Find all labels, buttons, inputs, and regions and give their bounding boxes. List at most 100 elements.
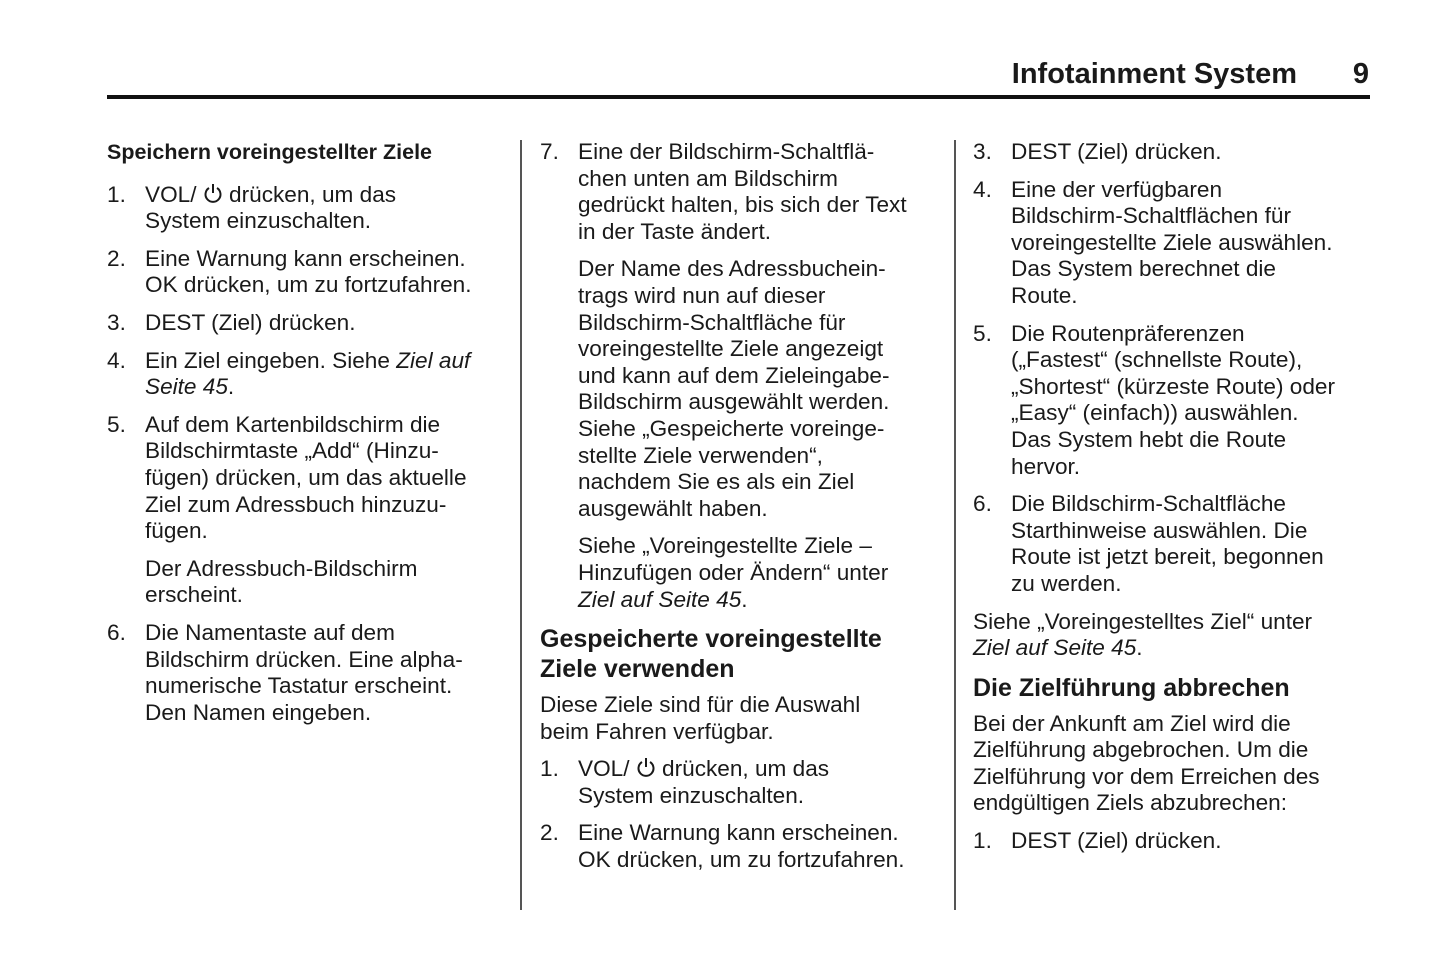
text-line: zu werden.: [1011, 570, 1122, 596]
text-line: Gespeicherte voreingestellte: [540, 625, 882, 654]
list-number: 2.: [540, 820, 559, 846]
text-line: Starthinweise auswählen. Die: [1011, 517, 1308, 543]
list-item: 1. DEST (Ziel) drücken.: [973, 828, 1368, 855]
page-reference: Ziel auf Seite 45: [578, 586, 742, 612]
text-line: VOL/ drücken, um das: [145, 182, 502, 209]
text-line: Die Namentaste auf dem: [145, 619, 395, 645]
text-line: System einzuschalten.: [145, 208, 372, 234]
text-line: OK drücken, um zu fortzufahren.: [145, 272, 472, 298]
text-line: Die Bildschirm-Schaltfläche: [1011, 491, 1286, 517]
text: .: [741, 586, 748, 612]
text-line: Seite 45.: [145, 374, 502, 401]
text-line: Bei der Ankunft am Ziel wird die: [973, 710, 1291, 736]
text-line: System einzuschalten.: [578, 782, 805, 808]
list-item-note: Der Name des Adressbuchein-trags wird nu…: [540, 256, 935, 522]
power-icon: [636, 756, 656, 781]
column-2: 7. Eine der Bildschirm-Schaltflä-chen unt…: [540, 139, 935, 885]
text-line: Der Adressbuch-Bildschirm: [145, 555, 418, 581]
text-line: Bildschirm-Schaltfläche für: [578, 309, 846, 335]
text-line: trags wird nun auf dieser: [578, 282, 826, 308]
text-line: gedrückt halten, bis sich der Text: [578, 192, 907, 218]
list-item: 4. Eine der verfügbaren Bildschirm-Schaltf…: [973, 177, 1368, 310]
text-line: Siehe „Voreingestelltes Ziel“ unter: [973, 608, 1313, 634]
text-line: Eine der Bildschirm-Schaltflä-: [578, 139, 875, 164]
text-line: Die Zielführung abbrechen: [973, 673, 1290, 702]
text-line: Die Routenpräferenzen: [1011, 320, 1245, 346]
text-line: Route ist jetzt bereit, begonnen: [1011, 544, 1324, 570]
column-divider: [520, 140, 522, 910]
page-reference: Ziel auf: [396, 347, 471, 373]
list-number: 5.: [107, 411, 126, 437]
header-rule: [107, 95, 1370, 99]
text-line: Auf dem Kartenbildschirm die: [145, 411, 441, 437]
text-line: Zielführung vor dem Erreichen des: [973, 763, 1320, 789]
list-item-note: Siehe „Voreingestellte Ziele – Hinzufügen…: [540, 533, 935, 613]
list-item: 2. Eine Warnung kann erscheinen. OK drücke…: [540, 820, 935, 873]
list-number: 4.: [107, 347, 126, 373]
page-reference: Seite 45: [145, 374, 228, 400]
text-line: Eine Warnung kann erscheinen.: [145, 245, 466, 271]
list-number: 1.: [107, 181, 126, 207]
list-item: 4. Ein Ziel eingeben. Siehe Ziel auf Seite…: [107, 348, 502, 401]
text-line: Speichern voreingestellter Ziele: [107, 140, 433, 164]
list-item: 6. Die Bildschirm-Schaltfläche Starthinwei…: [973, 491, 1368, 597]
list-number: 5.: [973, 320, 992, 346]
text-line: nachdem Sie es als ein Ziel: [578, 469, 855, 495]
text: drücken, um das: [655, 756, 830, 782]
list-number: 1.: [540, 756, 559, 782]
text-line: „Shortest“ (kürzeste Route) oder: [1011, 373, 1335, 399]
text-line: Das System hebt die Route: [1011, 426, 1287, 452]
paragraph: Diese Ziele sind für die Auswahl beim Fah…: [540, 692, 935, 745]
text-line: DEST (Ziel) drücken.: [145, 309, 356, 335]
list-item: 6. Die Namentaste auf dem Bildschirm drück…: [107, 620, 502, 726]
text-line: und kann auf dem Zieleingabe-: [578, 362, 890, 388]
text-line: voreingestellte Ziele auswählen.: [1011, 229, 1333, 255]
text-line: endgültigen Ziels abzubrechen:: [973, 790, 1288, 816]
text-line: chen unten am Bildschirm: [578, 165, 838, 191]
list-number: 2.: [107, 245, 126, 271]
section-heading: Die Zielführung abbrechen: [973, 673, 1368, 703]
text-line: DEST (Ziel) drücken.: [1011, 828, 1222, 854]
text-line: VOL/ drücken, um das: [578, 756, 935, 783]
text-line: Bildschirm-Schaltflächen für: [1011, 203, 1292, 229]
text-line: Diese Ziele sind für die Auswahl: [540, 692, 861, 718]
text-line: Zielführung abgebrochen. Um die: [973, 737, 1309, 763]
text-line: DEST (Ziel) drücken.: [1011, 139, 1222, 164]
text: .: [227, 374, 235, 400]
text: VOL/: [578, 756, 636, 782]
list-item: 7. Eine der Bildschirm-Schaltflä-chen unt…: [540, 139, 935, 245]
text-line: in der Taste ändert.: [578, 218, 772, 244]
list-item: 3. DEST (Ziel) drücken.: [973, 139, 1368, 166]
paragraph: Bei der Ankunft am Ziel wird die Zielführ…: [973, 711, 1368, 817]
list-item: 5. Auf dem Kartenbildschirm die Bildschirm…: [107, 412, 502, 545]
list-number: 6.: [973, 491, 992, 517]
text-line: Der Name des Adressbuchein-: [578, 256, 886, 282]
list-item: 3. DEST (Ziel) drücken.: [107, 310, 502, 337]
text-line: Eine Warnung kann erscheinen.: [578, 820, 899, 846]
page-number: 9: [1352, 58, 1369, 90]
list-number: 6.: [107, 619, 126, 645]
text-line: Ein Ziel eingeben. Siehe Ziel auf: [145, 348, 502, 375]
text-line: stellte Ziele verwenden“,: [578, 442, 823, 468]
text-line: Bildschirm ausgewählt werden.: [578, 389, 890, 415]
text-line: („Fastest“ (schnellste Route),: [1011, 347, 1303, 373]
text-line: fügen) drücken, um das aktuelle: [145, 464, 467, 490]
text-line: numerische Tastatur erscheint.: [145, 673, 453, 699]
text-line: Hinzufügen oder Ändern“ unter: [578, 559, 889, 585]
text-line: Ziel auf Seite 45.: [973, 635, 1368, 662]
column-3: 3. DEST (Ziel) drücken. 4. Eine der verfügb…: [973, 139, 1368, 866]
text-line: Route.: [1011, 282, 1078, 308]
list-number: 4.: [973, 176, 992, 202]
text-line: beim Fahren verfügbar.: [540, 718, 774, 744]
text: drücken, um das: [222, 181, 397, 207]
text-line: „Easy“ (einfach)) auswählen.: [1011, 400, 1299, 426]
list-item: 5. Die Routenpräferenzen („Fastest“ (schne…: [973, 321, 1368, 481]
power-icon: [203, 182, 223, 207]
list-number: 1.: [973, 828, 992, 854]
text-line: Siehe „Gespeicherte voreinge-: [578, 415, 885, 441]
text-line: Den Namen eingeben.: [145, 699, 372, 725]
text-line: OK drücken, um zu fortzufahren.: [578, 847, 905, 873]
text-line: fügen.: [145, 518, 208, 544]
column-1: Speichern voreingestellter Ziele 1. VOL/ d…: [107, 139, 502, 737]
column-divider: [954, 140, 956, 910]
